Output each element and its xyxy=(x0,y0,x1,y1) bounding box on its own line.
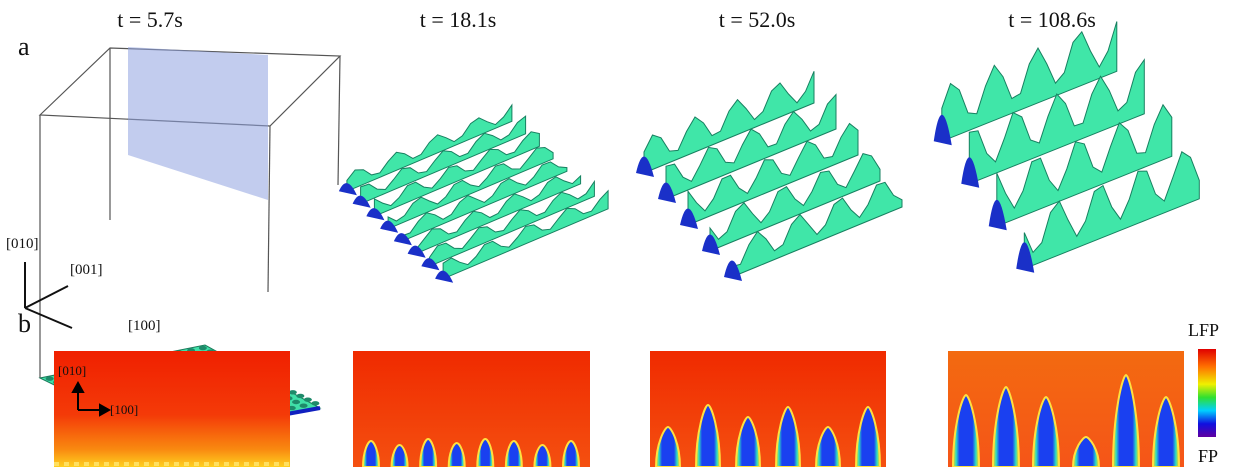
axis-label: [010] xyxy=(58,363,86,378)
dot xyxy=(292,400,300,404)
axis-label: [100] xyxy=(110,402,138,417)
dot xyxy=(289,390,297,394)
colorbar-label: FP xyxy=(1198,446,1218,466)
slice-plane xyxy=(128,47,268,200)
time-label: t = 52.0s xyxy=(719,7,796,32)
panel-label: a xyxy=(18,32,30,61)
field-map xyxy=(948,351,1184,467)
colorbar-label: LFP xyxy=(1188,320,1219,340)
axis-label: [010] xyxy=(6,236,39,252)
axes-triad xyxy=(25,262,72,328)
time-label: t = 5.7s xyxy=(117,7,183,32)
dot xyxy=(46,376,54,380)
panel-label: b xyxy=(18,309,31,338)
dot xyxy=(304,397,312,401)
axis-label: [001] xyxy=(70,262,103,278)
time-label: t = 18.1s xyxy=(420,7,497,32)
dot xyxy=(300,403,308,407)
dot xyxy=(296,394,304,398)
surfaces xyxy=(339,22,1199,283)
dot xyxy=(199,346,207,350)
figure: t = 5.7s t = 18.1s t = 52.0s t = 108.6s … xyxy=(0,0,1234,467)
time-label: t = 108.6s xyxy=(1008,7,1096,32)
field-map xyxy=(650,351,886,467)
colorbar xyxy=(1198,349,1216,437)
dot xyxy=(311,401,319,405)
field-map xyxy=(353,351,590,467)
axis-label: [100] xyxy=(128,318,161,334)
